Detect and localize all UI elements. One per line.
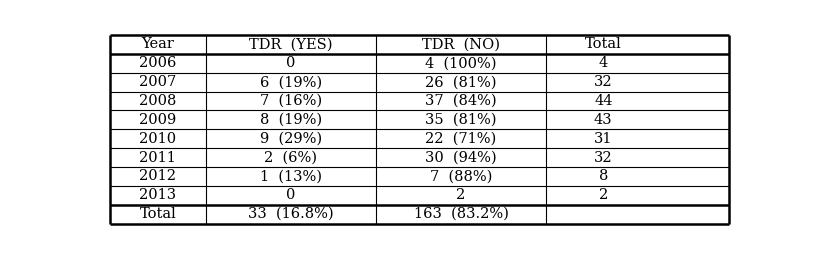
Text: 43: 43: [594, 113, 613, 127]
Text: 2  (6%): 2 (6%): [264, 151, 317, 165]
Text: Year: Year: [142, 37, 174, 51]
Text: 37  (84%): 37 (84%): [425, 94, 497, 108]
Text: 0: 0: [286, 188, 295, 202]
Text: 44: 44: [594, 94, 613, 108]
Text: 163  (83.2%): 163 (83.2%): [414, 207, 509, 221]
Text: 4: 4: [599, 56, 608, 70]
Text: 0: 0: [286, 56, 295, 70]
Text: 6  (19%): 6 (19%): [260, 75, 322, 89]
Text: 2011: 2011: [139, 151, 176, 165]
Text: 2008: 2008: [139, 94, 177, 108]
Text: Total: Total: [585, 37, 622, 51]
Text: 1  (13%): 1 (13%): [260, 169, 321, 183]
Text: TDR  (YES): TDR (YES): [249, 37, 333, 51]
Text: 4  (100%): 4 (100%): [425, 56, 497, 70]
Text: TDR  (NO): TDR (NO): [422, 37, 500, 51]
Text: 8: 8: [599, 169, 608, 183]
Text: 7  (16%): 7 (16%): [260, 94, 322, 108]
Text: 8  (19%): 8 (19%): [260, 113, 322, 127]
Text: 7  (88%): 7 (88%): [429, 169, 492, 183]
Text: 31: 31: [594, 132, 613, 146]
Text: 22  (71%): 22 (71%): [425, 132, 497, 146]
Text: 2: 2: [456, 188, 465, 202]
Text: 9  (29%): 9 (29%): [260, 132, 322, 146]
Text: 2006: 2006: [139, 56, 177, 70]
Text: 2009: 2009: [139, 113, 177, 127]
Text: 2: 2: [599, 188, 608, 202]
Text: 2010: 2010: [139, 132, 177, 146]
Text: 26  (81%): 26 (81%): [425, 75, 497, 89]
Text: 2007: 2007: [139, 75, 177, 89]
Text: 2013: 2013: [139, 188, 177, 202]
Text: 32: 32: [594, 75, 613, 89]
Text: 32: 32: [594, 151, 613, 165]
Text: 30  (94%): 30 (94%): [425, 151, 497, 165]
Text: 35  (81%): 35 (81%): [425, 113, 497, 127]
Text: Total: Total: [139, 207, 176, 221]
Text: 2012: 2012: [139, 169, 177, 183]
Text: 33  (16.8%): 33 (16.8%): [248, 207, 334, 221]
